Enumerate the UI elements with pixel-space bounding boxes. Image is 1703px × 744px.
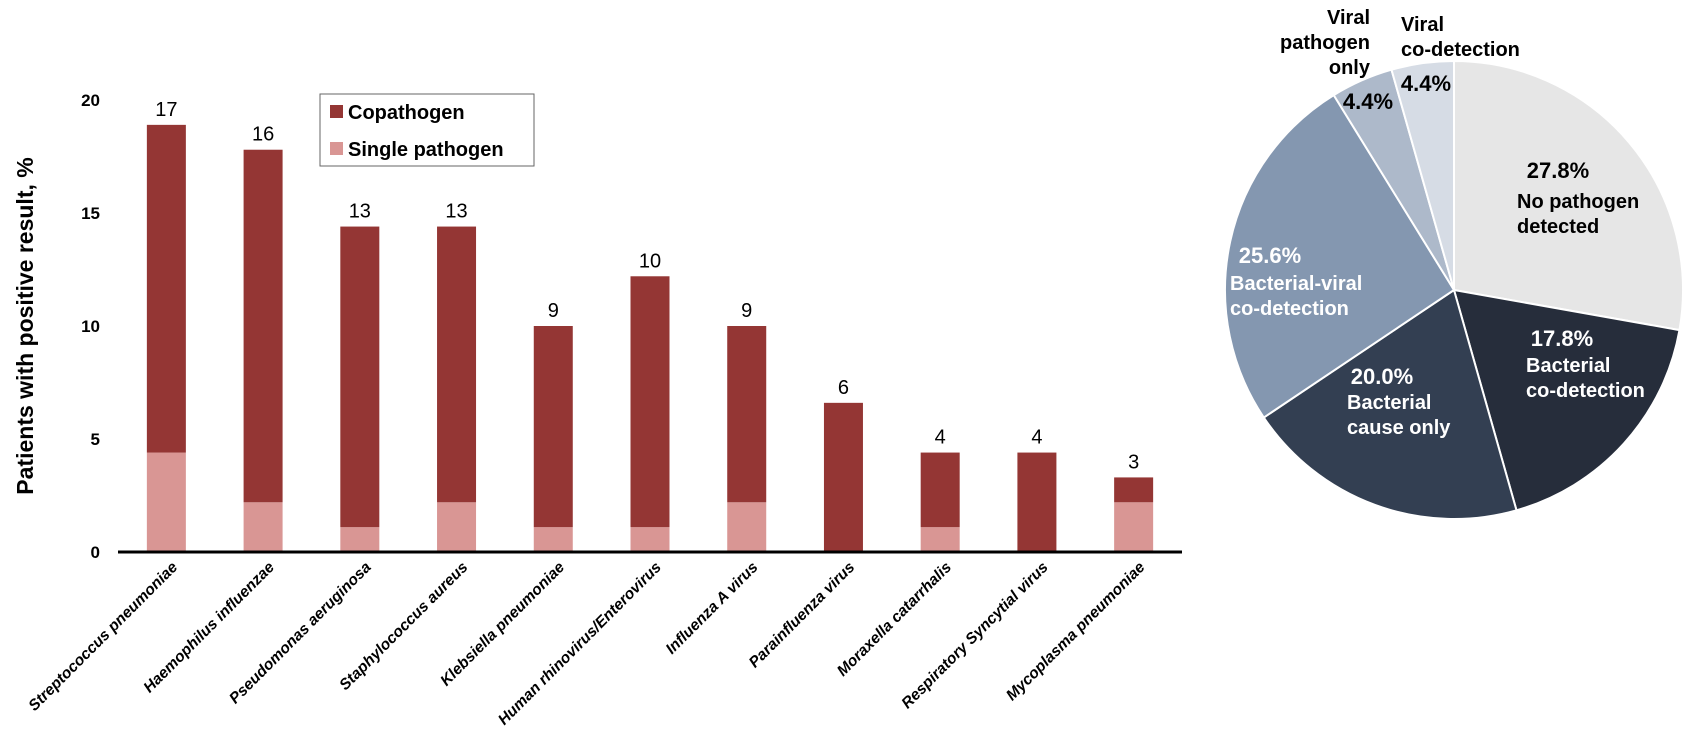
bar-segment xyxy=(533,326,573,528)
bar-segment xyxy=(533,527,573,552)
legend-box xyxy=(319,93,535,167)
y-tick-label: 0 xyxy=(91,543,100,562)
data-label: 13 xyxy=(349,201,371,223)
pie-slice xyxy=(1390,59,1455,291)
pie-category-label: co-detection xyxy=(1230,298,1349,320)
data-label: 3 xyxy=(1128,451,1139,473)
pie-category-label: co-detection xyxy=(1401,39,1520,61)
bar-segment xyxy=(340,527,380,552)
pie-category-label: co-detection xyxy=(1526,380,1645,402)
pie-category-label: Viral xyxy=(1401,14,1444,36)
data-label: 9 xyxy=(741,300,752,322)
pie-category-label: Bacterial-viral xyxy=(1230,273,1362,295)
pie-slice xyxy=(1223,93,1456,419)
pie-category-label: detected xyxy=(1517,216,1599,238)
data-label: 6 xyxy=(838,377,849,399)
pie-category-label: No pathogen xyxy=(1517,191,1639,213)
bar-segment xyxy=(146,452,186,552)
pie-category-label: Bacterial xyxy=(1526,355,1611,377)
pie-value-label: 4.4% xyxy=(1343,89,1393,114)
pie-slice xyxy=(1452,288,1681,512)
bar-segment xyxy=(1114,477,1154,503)
data-label: 4 xyxy=(1031,427,1042,449)
pie-slice xyxy=(1262,288,1518,521)
bar-segment xyxy=(727,326,767,503)
data-label: 4 xyxy=(935,427,946,449)
pie-value-label: 4.4% xyxy=(1401,71,1451,96)
bar-segment xyxy=(727,502,767,552)
pie-category-label: Bacterial xyxy=(1347,392,1432,414)
x-tick-label: Human rhinovirus/Enterovirus xyxy=(495,559,665,729)
pie-category-label: only xyxy=(1329,57,1371,79)
pie-value-label: 27.8% xyxy=(1527,158,1589,183)
data-label: 16 xyxy=(252,124,274,146)
bar-segment xyxy=(340,226,380,528)
bar-segment xyxy=(630,527,670,552)
pie-category-label: Viral xyxy=(1327,7,1370,29)
pie-category-label: cause only xyxy=(1347,417,1451,439)
data-label: 10 xyxy=(639,250,661,272)
y-tick-label: 20 xyxy=(81,91,100,110)
bar-segment xyxy=(146,124,186,453)
legend-swatch xyxy=(330,142,343,155)
x-tick-label: Influenza A virus xyxy=(663,559,762,658)
y-axis-title: Patients with positive result, % xyxy=(12,157,38,494)
bar-segment xyxy=(1017,452,1057,552)
bar-segment xyxy=(823,402,863,552)
data-label: 9 xyxy=(548,300,559,322)
y-tick-label: 15 xyxy=(81,204,100,223)
bar-segment xyxy=(437,226,477,503)
pie-value-label: 25.6% xyxy=(1239,243,1301,268)
bar-segment xyxy=(630,276,670,528)
data-label: 13 xyxy=(445,201,467,223)
legend-label: Single pathogen xyxy=(348,139,504,161)
data-label: 17 xyxy=(155,99,177,121)
bar-segment xyxy=(243,149,283,503)
bar-segment xyxy=(437,502,477,552)
pie-value-label: 20.0% xyxy=(1351,364,1413,389)
bar-segment xyxy=(1114,502,1154,552)
pie-value-label: 17.8% xyxy=(1531,326,1593,351)
y-tick-label: 10 xyxy=(81,317,100,336)
bar-segment xyxy=(920,452,960,528)
pie-slice xyxy=(1453,59,1684,332)
y-tick-label: 5 xyxy=(91,430,100,449)
pie-category-label: pathogen xyxy=(1280,32,1370,54)
bar-segment xyxy=(920,527,960,552)
x-tick-label: Parainfluenza virus xyxy=(746,559,859,672)
legend-swatch xyxy=(330,105,343,118)
x-tick-label: Streptococcus pneumoniae xyxy=(25,559,181,715)
legend-label: Copathogen xyxy=(348,102,465,124)
bar-segment xyxy=(243,502,283,552)
